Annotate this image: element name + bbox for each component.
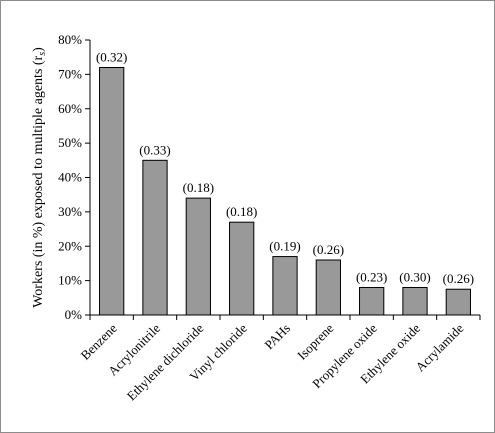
x-category-label: Acrylamide [412, 320, 466, 374]
bar-data-label: (0.18) [226, 204, 257, 219]
x-category-label: Isoprene [294, 320, 336, 362]
y-tick-label: 30% [58, 204, 82, 219]
y-tick-label: 60% [58, 101, 82, 116]
bar [142, 159, 168, 316]
bar-data-label: (0.26) [313, 242, 344, 257]
bar [402, 287, 428, 316]
bar [99, 67, 125, 316]
y-tick-label: 0% [65, 307, 83, 322]
bar-data-label: (0.26) [443, 271, 474, 286]
data-labels: (0.32) (0.33) (0.18) (0.18) (0.19) (0.26) (0.2… [96, 50, 474, 287]
x-category-label: PAHs [261, 321, 293, 353]
y-axis-title-subscript: s [37, 52, 48, 56]
bar [229, 221, 255, 316]
y-tick-label: 80% [58, 32, 82, 47]
bar [445, 288, 471, 316]
y-tick-label: 40% [58, 170, 82, 185]
y-axis-title: Workers (in %) exposed to multiple agent… [31, 47, 48, 308]
bars [99, 67, 471, 316]
bar-data-label: (0.18) [183, 180, 214, 195]
x-category-label: Benzene [78, 320, 120, 362]
x-category-label: Ethylene dichloride [124, 320, 207, 403]
y-axis-ticks: 0% 10% 20% 30% 40% 50% 60% 70% 80% [58, 32, 90, 322]
y-axis-title-suffix: ) [31, 47, 46, 52]
bar [185, 197, 211, 316]
y-axis-title-main: Workers (in %) exposed to multiple agent… [31, 55, 46, 307]
bar-data-label: (0.33) [139, 142, 170, 157]
bar-data-label: (0.32) [96, 50, 127, 65]
y-tick-label: 70% [58, 66, 82, 81]
bar [359, 287, 385, 316]
y-tick-label: 10% [58, 273, 82, 288]
y-tick-label: 50% [58, 135, 82, 150]
bar-data-label: (0.23) [356, 270, 387, 285]
bar [315, 259, 341, 316]
y-tick-label: 20% [58, 238, 82, 253]
bar-data-label: (0.30) [399, 270, 430, 285]
bar-data-label: (0.19) [269, 239, 300, 254]
bar [272, 256, 298, 316]
